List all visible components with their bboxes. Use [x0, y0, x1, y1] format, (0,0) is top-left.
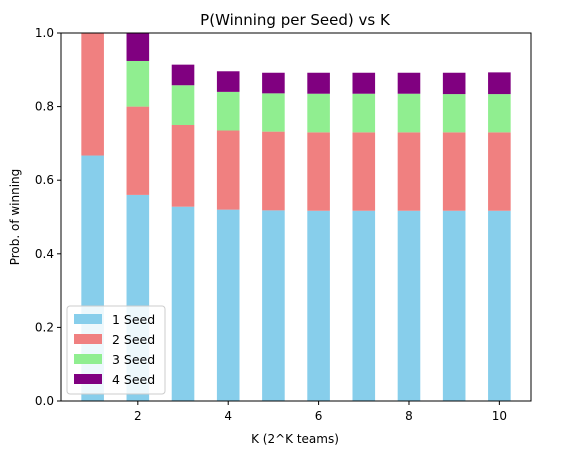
legend-swatch-seed4	[74, 374, 102, 384]
bar-seed2-k5	[262, 131, 285, 211]
bar-seed4-k4	[216, 71, 240, 92]
legend-swatch-seed1	[74, 314, 102, 324]
legend: 1 Seed 2 Seed 3 Seed 4 Seed	[66, 305, 166, 395]
plot-frame	[60, 32, 532, 402]
bar-seed3-k9	[442, 94, 466, 133]
bar-seed2-k10	[488, 132, 511, 211]
bar-seed2-k6	[307, 132, 330, 211]
x-tick-label: 6	[315, 409, 323, 423]
legend-label-seed1: 1 Seed	[112, 312, 155, 327]
bar-seed1-k3	[171, 206, 195, 401]
bar-seed1-k7	[352, 210, 376, 401]
y-tick-label: 0.4	[35, 247, 54, 261]
legend-label-seed4: 4 Seed	[112, 372, 155, 387]
bar-seed3-k2	[126, 60, 150, 107]
bar-seed2-k9	[442, 132, 466, 211]
bar-seed1-k8	[397, 210, 421, 401]
bar-seed4-k6	[307, 72, 330, 94]
bar-seed3-k5	[262, 93, 285, 132]
bar-seed2-k2	[126, 106, 150, 195]
axes-layer: 0.0 0.2 0.4 0.6 0.8 1.0 2 4 6 8 10	[35, 26, 532, 423]
chart-title: P(Winning per Seed) vs K	[200, 11, 391, 29]
bar-seed4-k9	[442, 72, 466, 95]
x-tick-label: 8	[405, 409, 413, 423]
bar-seed1-k9	[442, 210, 466, 401]
y-axis-label: Prob. of winning	[8, 169, 22, 266]
bar-seed2-k3	[171, 125, 195, 207]
x-axis-label: K (2^K teams)	[251, 432, 339, 446]
bar-seed3-k7	[352, 93, 376, 133]
y-tick-label: 0.8	[35, 100, 54, 114]
legend-box	[66, 305, 166, 395]
bars-layer	[81, 33, 511, 401]
bar-seed2-k7	[352, 132, 376, 211]
bar-seed4-k5	[262, 72, 285, 94]
y-tick-label: 0.2	[35, 320, 54, 334]
x-tick-label: 4	[224, 409, 232, 423]
x-tick-label: 10	[492, 409, 507, 423]
bar-seed1-k4	[216, 209, 240, 401]
bar-seed4-k10	[488, 72, 511, 95]
bar-seed2-k4	[216, 130, 240, 210]
x-tick-label: 2	[134, 409, 142, 423]
bar-seed3-k3	[171, 85, 195, 125]
bar-seed4-k3	[171, 64, 195, 86]
bar-seed2-k1	[81, 33, 104, 156]
bar-seed1-k10	[488, 210, 511, 401]
legend-label-seed3: 3 Seed	[112, 352, 155, 367]
bar-seed1-k6	[307, 210, 330, 401]
bar-seed4-k7	[352, 72, 376, 94]
bar-seed4-k8	[397, 72, 421, 94]
bar-seed3-k6	[307, 93, 330, 133]
bar-seed4-k2	[126, 33, 150, 61]
bar-seed3-k10	[488, 94, 511, 133]
bar-seed2-k8	[397, 132, 421, 211]
y-tick-label: 0.6	[35, 173, 54, 187]
legend-label-seed2: 2 Seed	[112, 332, 155, 347]
legend-swatch-seed3	[74, 354, 102, 364]
bar-seed3-k8	[397, 93, 421, 133]
y-tick-label: 0.0	[35, 394, 54, 408]
legend-swatch-seed2	[74, 334, 102, 344]
bar-seed1-k5	[262, 210, 285, 401]
y-tick-label: 1.0	[35, 26, 54, 40]
bar-seed3-k4	[216, 91, 240, 131]
